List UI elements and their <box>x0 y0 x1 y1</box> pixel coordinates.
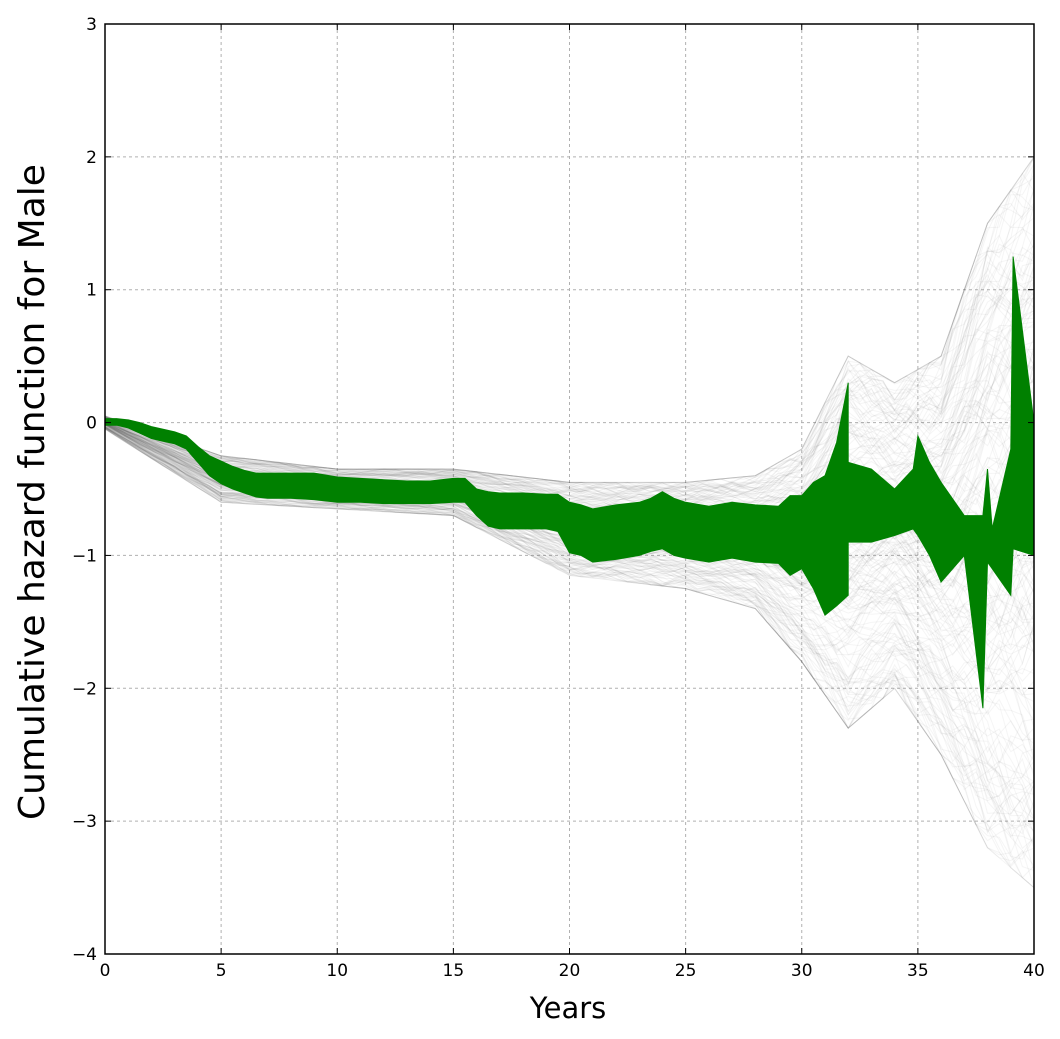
sample-trace-158 <box>105 188 1034 500</box>
sample-trace-93 <box>105 426 1034 754</box>
sample-trace-77 <box>105 428 1034 827</box>
sample-trace-130 <box>105 156 1034 487</box>
sample-trace-176 <box>105 427 1034 867</box>
sample-trace-209 <box>105 428 1034 856</box>
sample-trace-31 <box>105 427 1034 789</box>
sample-trace-184 <box>105 428 1034 849</box>
sample-trace-1 <box>105 426 1034 762</box>
sample-trace-119 <box>105 427 1034 829</box>
y-tick-label-1: −3 <box>72 812 97 832</box>
sample-trace-36 <box>105 188 1034 501</box>
sample-trace-135 <box>105 426 1034 835</box>
sample-trace-190 <box>105 228 1034 495</box>
sample-trace-117 <box>105 301 1034 503</box>
sample-trace-144 <box>105 427 1034 871</box>
sample-trace-82 <box>105 428 1034 873</box>
sample-trace-155 <box>105 276 1034 497</box>
sample-trace-60 <box>105 276 1034 502</box>
sample-trace-182 <box>105 427 1034 850</box>
sample-trace-5 <box>105 427 1034 834</box>
sample-trace-129 <box>105 177 1034 485</box>
sample-trace-73 <box>105 164 1034 494</box>
sample-trace-216 <box>105 428 1034 879</box>
sample-trace-25 <box>105 262 1034 506</box>
hazard-band-segment-0 <box>105 382 849 616</box>
sample-trace-146 <box>105 294 1034 499</box>
sample-trace-28 <box>105 292 1034 506</box>
sample-trace-136 <box>105 202 1034 501</box>
sample-trace-0 <box>105 428 1034 868</box>
y-axis-label: Cumulative hazard function for Male <box>12 164 53 820</box>
x-tick-label-8: 40 <box>1023 961 1045 981</box>
x-tick-label-7: 35 <box>907 961 929 981</box>
y-tick-label-0: −4 <box>72 945 97 965</box>
sample-trace-3 <box>105 189 1034 483</box>
sample-trace-90 <box>105 427 1034 761</box>
y-tick-label-5: 1 <box>86 281 97 301</box>
sample-trace-191 <box>105 428 1034 860</box>
y-tick-label-7: 3 <box>86 15 97 35</box>
sample-trace-138 <box>105 427 1034 888</box>
x-axis-label: Years <box>529 991 607 1025</box>
sample-trace-11 <box>105 246 1034 514</box>
sample-trace-174 <box>105 190 1034 507</box>
x-tick-label-3: 15 <box>443 961 465 981</box>
sample-trace-187 <box>105 164 1034 493</box>
x-tick-label-1: 5 <box>216 961 227 981</box>
sample-trace-141 <box>105 202 1034 490</box>
sample-trace-9 <box>105 353 1034 509</box>
x-tick-label-2: 10 <box>326 961 348 981</box>
sample-trace-80 <box>105 245 1034 511</box>
sample-trace-193 <box>105 326 1034 494</box>
sample-trace-48 <box>105 281 1034 499</box>
sample-trace-122 <box>105 248 1034 520</box>
sample-trace-70 <box>105 255 1034 493</box>
hazard-band <box>105 256 1034 709</box>
sample-trace-132 <box>105 428 1034 816</box>
sample-trace-67 <box>105 427 1034 835</box>
sample-trace-92 <box>105 426 1034 713</box>
x-tick-label-0: 0 <box>100 961 111 981</box>
sample-trace-210 <box>105 310 1034 511</box>
hazard-band-segment-2 <box>940 256 1034 709</box>
sample-trace-10 <box>105 158 1034 501</box>
sample-trace-32 <box>105 156 1034 494</box>
y-tick-label-3: −1 <box>72 546 97 566</box>
x-tick-label-6: 30 <box>791 961 813 981</box>
sample-trace-97 <box>105 427 1034 888</box>
y-tick-label-4: 0 <box>86 414 97 434</box>
sample-trace-103 <box>105 156 1034 503</box>
sample-trace-33 <box>105 217 1034 497</box>
sample-trace-55 <box>105 427 1034 888</box>
sample-trace-215 <box>105 235 1034 502</box>
sample-trace-178 <box>105 279 1034 499</box>
y-tick-label-6: 2 <box>86 148 97 168</box>
sample-trace-147 <box>105 234 1034 494</box>
y-tick-label-2: −2 <box>72 679 97 699</box>
sample-trace-218 <box>105 204 1034 499</box>
sample-trace-17 <box>105 156 1034 505</box>
sample-trace-29 <box>105 297 1034 496</box>
sample-trace-116 <box>105 253 1034 494</box>
sample-trace-188 <box>105 173 1034 492</box>
axis-ticks: 0 5 10 15 20 25 30 35 40 −4 −3 −2 −1 0 1 2 3 <box>72 15 1045 981</box>
x-tick-label-4: 20 <box>559 961 581 981</box>
sample-trace-145 <box>105 156 1034 492</box>
sample-trace-105 <box>105 156 1034 492</box>
sample-trace-35 <box>105 290 1034 491</box>
sample-trace-64 <box>105 251 1034 493</box>
sample-trace-84 <box>105 264 1034 509</box>
sample-trace-66 <box>105 172 1034 497</box>
sample-trace-181 <box>105 427 1034 823</box>
x-tick-label-5: 25 <box>675 961 697 981</box>
sample-trace-201 <box>105 296 1034 511</box>
sample-trace-52 <box>105 428 1034 843</box>
